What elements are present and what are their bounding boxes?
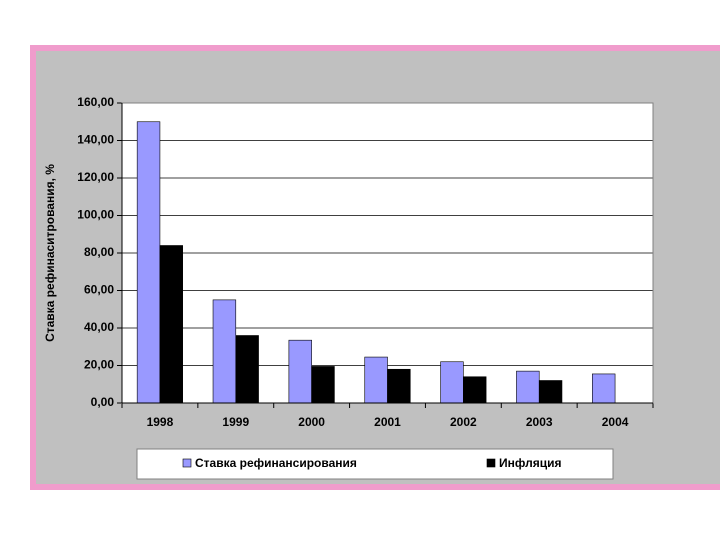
y-tick-label: 160,00: [77, 95, 114, 109]
legend-label: Инфляция: [499, 456, 561, 470]
legend: [136, 448, 614, 480]
bar: [288, 339, 312, 404]
bar: [538, 380, 563, 404]
bar: [463, 376, 487, 404]
x-tick-label: 2000: [298, 415, 325, 429]
bar: [311, 366, 335, 404]
bar: [136, 121, 161, 404]
bar: [592, 373, 616, 404]
bar: [212, 299, 237, 404]
y-tick-label: 140,00: [77, 133, 114, 147]
bar: [516, 370, 540, 404]
legend-swatch: [182, 458, 192, 468]
x-tick-label: 2001: [374, 415, 401, 429]
bar: [440, 361, 464, 404]
y-tick-label: 40,00: [84, 320, 114, 334]
y-tick-label: 60,00: [84, 283, 114, 297]
legend-label: Ставка рефинансирования: [195, 456, 357, 470]
legend-swatch: [486, 458, 496, 468]
x-tick-label: 2004: [602, 415, 629, 429]
x-tick-label: 2003: [526, 415, 553, 429]
y-tick-label: 0,00: [91, 395, 115, 409]
x-tick-label: 1998: [147, 415, 174, 429]
x-tick-label: 1999: [222, 415, 249, 429]
y-tick-label: 80,00: [84, 245, 114, 259]
y-tick-label: 100,00: [77, 208, 114, 222]
y-tick-label: 20,00: [84, 358, 114, 372]
bar: [387, 368, 411, 404]
y-tick-label: 120,00: [77, 170, 114, 184]
bar: [364, 356, 388, 404]
bar: [159, 245, 183, 404]
y-axis-label: Ставка рефинаситрования, %: [43, 164, 57, 342]
bar: [235, 335, 259, 404]
x-tick-label: 2002: [450, 415, 477, 429]
